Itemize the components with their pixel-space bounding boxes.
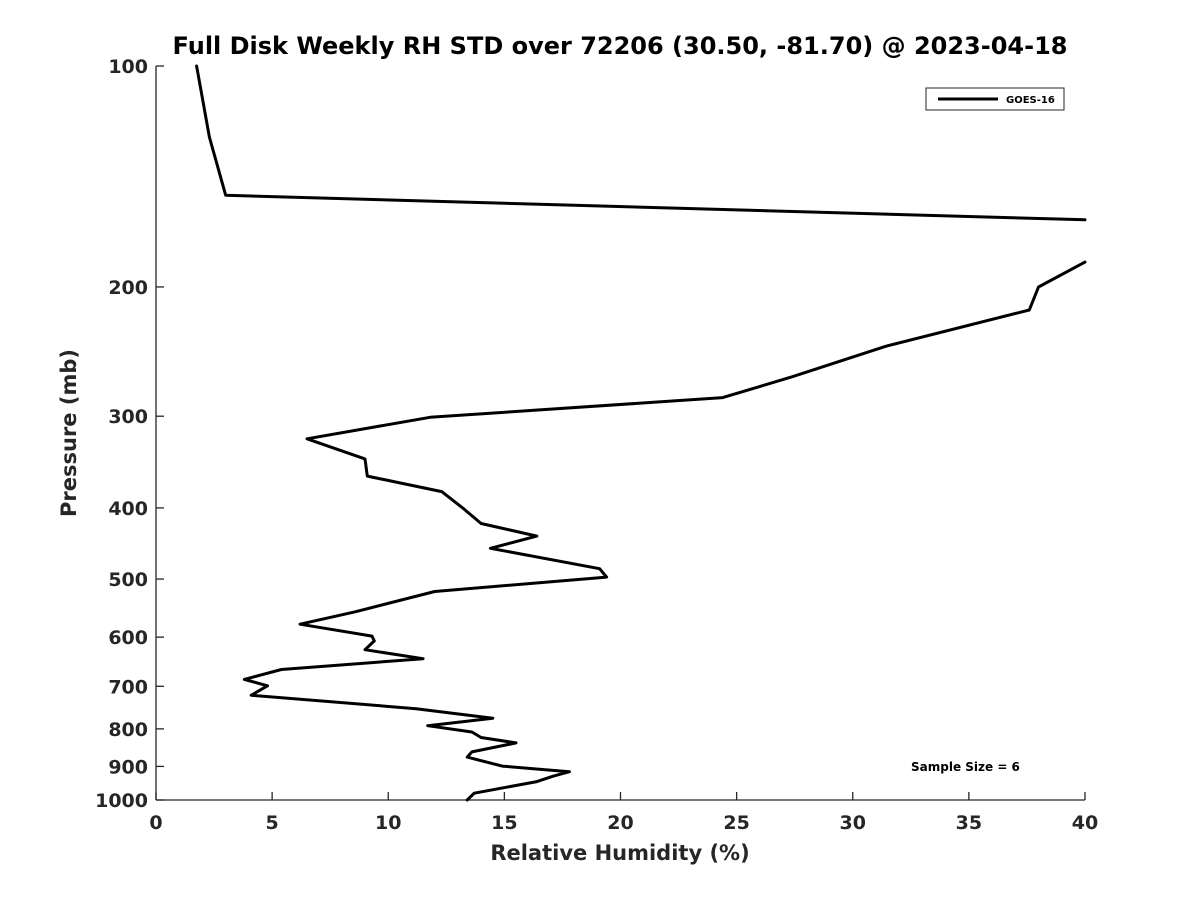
y-tick-label: 800 xyxy=(108,719,148,741)
y-tick-label: 400 xyxy=(108,498,148,520)
chart-title: Full Disk Weekly RH STD over 72206 (30.5… xyxy=(173,32,1068,60)
y-tick-label: 100 xyxy=(108,56,148,78)
y-tick-label: 700 xyxy=(108,676,148,698)
x-axis-label: Relative Humidity (%) xyxy=(490,841,749,865)
sample-size-annotation: Sample Size = 6 xyxy=(911,760,1020,774)
series-line-goes-16 xyxy=(195,64,1087,222)
x-tick-label: 40 xyxy=(1072,812,1098,834)
x-tick-label: 35 xyxy=(956,812,982,834)
x-tick-label: 10 xyxy=(375,812,401,834)
x-tick-label: 0 xyxy=(149,812,162,834)
x-axis-ticks: 0 5 10 15 20 25 30 35 40 xyxy=(149,792,1098,834)
x-tick-label: 30 xyxy=(840,812,866,834)
x-tick-label: 15 xyxy=(491,812,517,834)
x-tick-label: 20 xyxy=(607,812,633,834)
legend-label-goes-16: GOES-16 xyxy=(1006,95,1055,106)
y-tick-label: 1000 xyxy=(95,790,148,812)
y-tick-label: 900 xyxy=(108,756,148,778)
series-line-goes-16 xyxy=(242,260,1087,802)
x-tick-label: 25 xyxy=(723,812,749,834)
y-axis-ticks: 100 200 300 400 500 600 700 800 900 1000 xyxy=(95,56,164,812)
series-layer xyxy=(195,64,1087,802)
y-tick-label: 300 xyxy=(108,406,148,428)
y-axis-label: Pressure (mb) xyxy=(57,349,81,517)
y-tick-label: 200 xyxy=(108,277,148,299)
x-tick-label: 5 xyxy=(266,812,279,834)
y-tick-label: 600 xyxy=(108,627,148,649)
y-tick-label: 500 xyxy=(108,569,148,591)
legend: GOES-16 xyxy=(925,87,1065,111)
